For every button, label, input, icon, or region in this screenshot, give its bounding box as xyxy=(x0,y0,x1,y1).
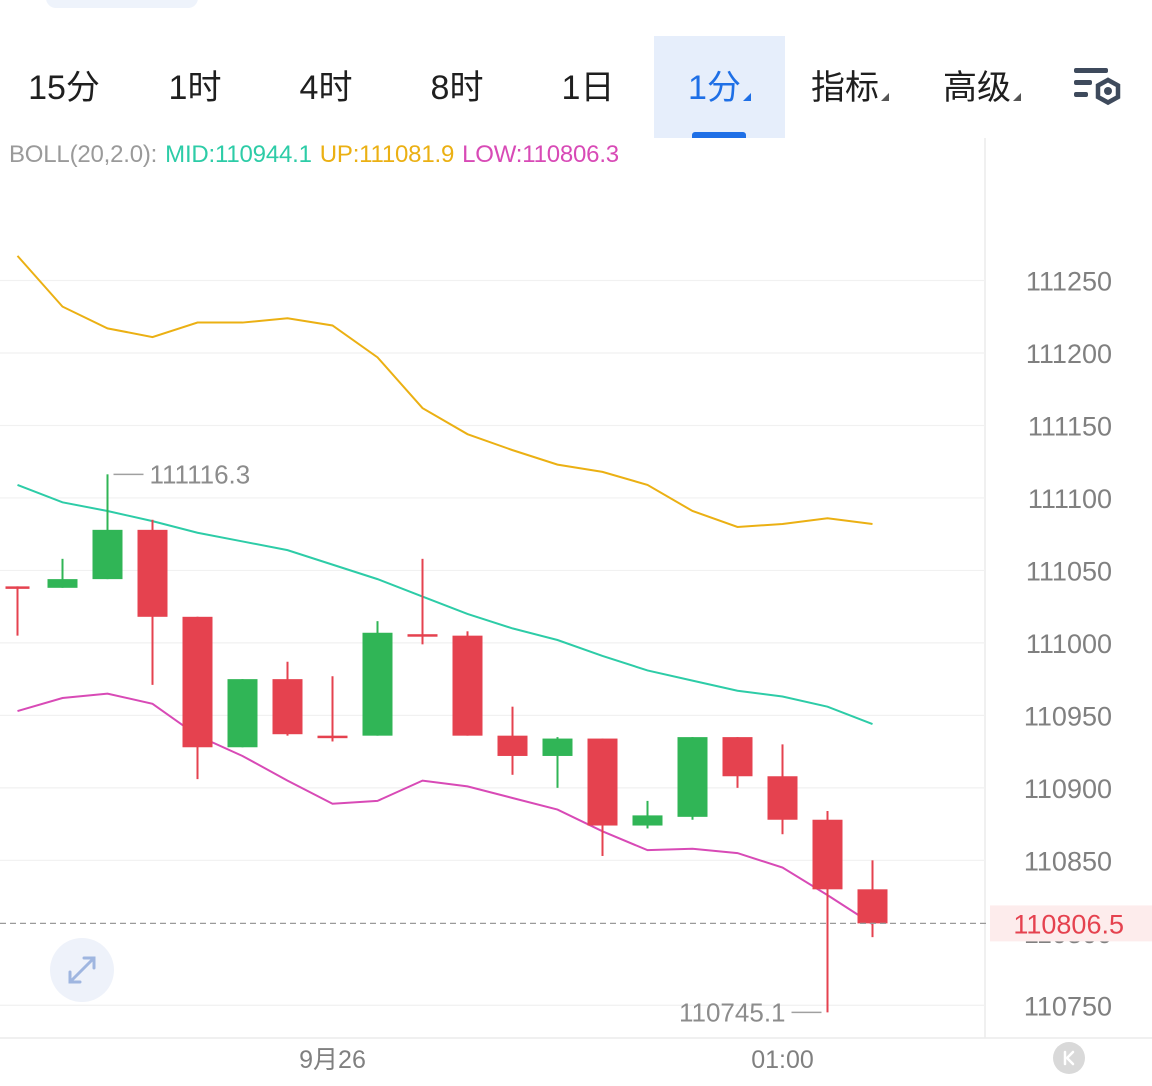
tab-indicators[interactable]: 指标 xyxy=(786,36,914,138)
tab-label: 1日 xyxy=(561,69,615,107)
candle xyxy=(722,737,753,788)
candle-body xyxy=(587,738,618,826)
candle xyxy=(587,738,618,856)
last-price-label: 110806.5 xyxy=(1013,909,1124,939)
candle xyxy=(362,621,393,736)
y-tick-label: 110750 xyxy=(1024,991,1112,1021)
candle-body xyxy=(137,529,168,617)
y-tick-label: 111200 xyxy=(1026,339,1112,369)
candle xyxy=(497,706,528,775)
candle xyxy=(92,474,123,580)
legend-low: LOW:110806.3 xyxy=(462,141,619,168)
y-tick-label: 110850 xyxy=(1024,846,1112,876)
expand-icon xyxy=(68,956,96,984)
candle-body xyxy=(497,735,528,756)
dropdown-triangle-icon xyxy=(881,93,889,101)
tab-label: 4时 xyxy=(299,69,353,107)
candle-body xyxy=(722,737,753,777)
y-tick-label: 111100 xyxy=(1028,484,1112,514)
boll-low-line xyxy=(17,692,874,925)
tab-label: 8时 xyxy=(430,69,484,107)
active-tab-underline xyxy=(692,132,746,138)
candle xyxy=(812,811,843,1013)
tab-label: 高级 xyxy=(943,69,1011,107)
boll-bands xyxy=(16,255,874,925)
candle xyxy=(857,860,888,938)
dropdown-triangle-icon xyxy=(742,93,751,101)
tab-label: 15分 xyxy=(28,69,100,107)
candlestick-chart[interactable]: 111250 111200 111150 111100 111050 111000 1109… xyxy=(0,138,1152,1086)
candle xyxy=(542,737,573,788)
y-tick-label: 111250 xyxy=(1026,267,1112,297)
y-tick-label: 110900 xyxy=(1024,774,1112,804)
candle xyxy=(272,661,303,736)
chart-settings-icon xyxy=(1074,68,1121,106)
y-tick-label: 110950 xyxy=(1024,701,1112,731)
grid xyxy=(0,138,1152,1039)
candle xyxy=(182,616,213,780)
candle xyxy=(317,676,348,742)
max-price-label: 111116.3 xyxy=(150,459,251,489)
legend-indicator-name: BOLL(20,2.0): xyxy=(9,141,158,168)
chart-settings-button[interactable] xyxy=(1070,66,1126,110)
tab-4hour[interactable]: 4时 xyxy=(262,36,390,138)
x-tick-label: 9月26 xyxy=(299,1046,366,1074)
candle-body xyxy=(317,735,348,739)
expand-chart-button[interactable] xyxy=(50,938,114,1002)
candle-body xyxy=(812,819,843,890)
top-tab-indicator xyxy=(46,0,198,8)
candle xyxy=(452,631,483,736)
legend-mid: MID:110944.1 xyxy=(165,141,312,168)
y-tick-label: 111050 xyxy=(1026,556,1112,586)
candle xyxy=(767,744,798,835)
timeframe-toolbar: 15分 1时 4时 8时 1日 1分 指标 高级 xyxy=(0,36,1152,138)
tab-label: 1分 xyxy=(688,69,741,107)
candle-body xyxy=(677,737,708,817)
candle-body xyxy=(92,529,123,580)
candle-body xyxy=(452,635,483,736)
candle-body xyxy=(272,679,303,735)
min-price-label: 110745.1 xyxy=(679,997,786,1027)
candle-body xyxy=(632,815,663,826)
x-tick-label: 01:00 xyxy=(751,1046,814,1074)
tab-1min[interactable]: 1分 xyxy=(654,36,785,138)
tab-8hour[interactable]: 8时 xyxy=(393,36,521,138)
candle-body xyxy=(47,579,78,588)
candle xyxy=(632,800,663,829)
tab-1day[interactable]: 1日 xyxy=(524,36,652,138)
candle-body xyxy=(362,632,393,736)
candle-body xyxy=(542,738,573,756)
candle-body xyxy=(407,634,438,637)
last-price-tag xyxy=(990,905,1152,942)
candle xyxy=(5,586,30,636)
legend-up: UP:111081.9 xyxy=(319,141,455,168)
y-tick-label: 111150 xyxy=(1028,411,1112,441)
candle-body xyxy=(227,679,258,748)
candle xyxy=(47,558,78,588)
candle-body xyxy=(767,776,798,820)
candle xyxy=(137,519,168,685)
tab-15min[interactable]: 15分 xyxy=(0,36,128,138)
y-tick-label: 111000 xyxy=(1026,629,1112,659)
latest-icon xyxy=(1063,1050,1075,1066)
chart-labels: 111250 111200 111150 111100 111050 111000 1109… xyxy=(0,267,1152,1074)
candle xyxy=(407,558,438,645)
boll-legend: BOLL(20,2.0): MID:110944.1 UP:111081.9 LOW:… xyxy=(9,141,627,169)
boll-up-line xyxy=(16,255,873,528)
candle-body xyxy=(5,586,30,589)
tab-advanced[interactable]: 高级 xyxy=(918,36,1046,138)
candle-body xyxy=(857,889,888,924)
scroll-to-latest-button[interactable] xyxy=(1053,1042,1085,1074)
candle xyxy=(677,737,708,820)
candles xyxy=(5,474,888,1013)
candle xyxy=(227,679,258,748)
tab-label: 指标 xyxy=(811,69,879,107)
candle-body xyxy=(182,616,213,748)
dropdown-triangle-icon xyxy=(1013,93,1021,101)
tab-label: 1时 xyxy=(168,69,222,107)
boll-mid-line xyxy=(17,483,873,726)
tab-1hour[interactable]: 1时 xyxy=(131,36,259,138)
